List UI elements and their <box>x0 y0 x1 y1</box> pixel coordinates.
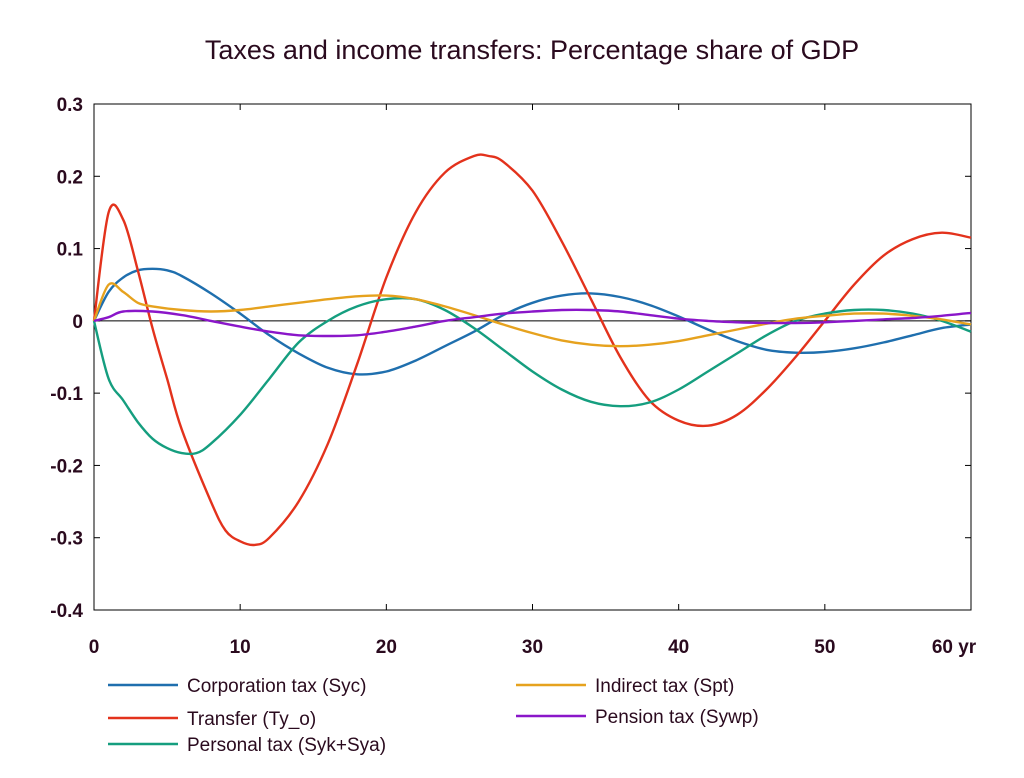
series-line <box>92 153 972 547</box>
y-tick-label: 0 <box>72 312 83 333</box>
x-tick-label: 0 <box>89 637 100 658</box>
x-tick-label: 20 <box>376 637 397 658</box>
series-line <box>93 308 972 338</box>
x-tick-label: 30 <box>522 637 543 658</box>
legend-label: Indirect tax (Spt) <box>595 676 734 697</box>
x-tick-label: 40 <box>668 637 689 658</box>
y-tick-label: 0.2 <box>57 167 83 188</box>
y-tick-label: -0.3 <box>50 529 83 550</box>
series-line <box>92 282 972 348</box>
axes: 0.3 0.2 0.1 0 -0.1 -0.2 -0.3 -0.4 0 10 20 30 40 50 60 … <box>50 95 977 658</box>
y-tick-label: 0.3 <box>57 95 83 116</box>
legend-label: Corporation tax (Syc) <box>187 676 367 697</box>
y-tick-label: -0.2 <box>50 456 83 477</box>
y-tick-label: -0.1 <box>50 384 83 405</box>
series-line <box>92 267 972 376</box>
chart-title: Taxes and income transfers: Percentage s… <box>205 35 859 65</box>
x-tick-label: 10 <box>230 637 251 658</box>
plot-frame <box>93 103 972 611</box>
legend-label: Personal tax (Syk+Sya) <box>187 735 386 756</box>
x-tick-label: 50 <box>814 637 835 658</box>
plot-series <box>92 153 972 547</box>
legend-label: Transfer (Ty_o) <box>187 709 316 730</box>
legend: Corporation tax (Syc) Transfer (Ty_o) Pers… <box>108 676 759 756</box>
y-tick-label: -0.4 <box>50 601 83 622</box>
y-tick-label: 0.1 <box>57 240 84 261</box>
legend-label: Pension tax (Sywp) <box>595 707 759 728</box>
x-tick-label: 60 yr <box>932 637 977 658</box>
